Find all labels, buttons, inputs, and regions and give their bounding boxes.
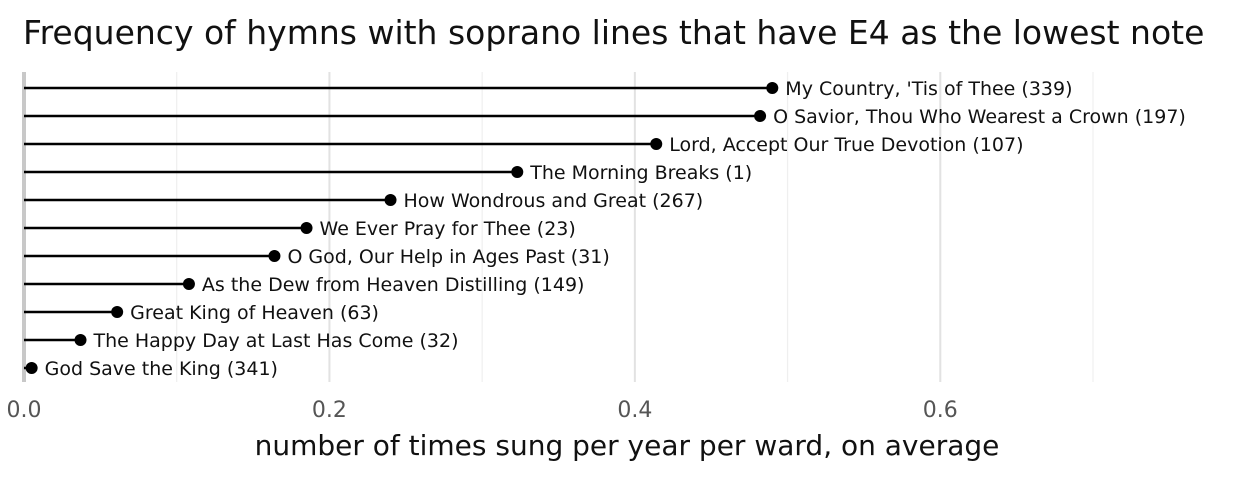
lollipop-item: God Save the King (341) [24,358,278,380]
lollipop-item: We Ever Pray for Thee (23) [24,218,576,240]
x-axis-label: number of times sung per year per ward, … [255,429,1000,462]
lollipop-item: O God, Our Help in Ages Past (31) [24,246,610,268]
lollipop-item: How Wondrous and Great (267) [24,190,703,212]
point-label: The Happy Day at Last Has Come (32) [93,330,459,352]
marks-layer: My Country, 'Tis of Thee (339) O Savior, … [24,78,1186,380]
lollipop-point [384,194,397,206]
point-label: O Savior, Thou Who Wearest a Crown (197) [773,106,1186,128]
point-label: God Save the King (341) [45,358,278,380]
x-tick-label: 0.6 [923,398,958,423]
point-label: My Country, 'Tis of Thee (339) [785,78,1072,100]
point-label: As the Dew from Heaven Distilling (149) [202,274,585,296]
lollipop-point [74,334,87,346]
x-tick-label: 0.2 [312,398,347,423]
lollipop-point [182,278,195,290]
lollipop-point [300,222,313,234]
lollipop-item: My Country, 'Tis of Thee (339) [24,78,1073,100]
x-tick-label: 0.4 [617,398,652,423]
point-label: We Ever Pray for Thee (23) [320,218,576,240]
lollipop-item: The Happy Day at Last Has Come (32) [24,330,459,352]
lollipop-item: Lord, Accept Our True Devotion (107) [24,134,1023,156]
chart-title: Frequency of hymns with soprano lines th… [23,13,1204,52]
lollipop-point [268,250,281,262]
lollipop-point [511,166,524,178]
point-label: Lord, Accept Our True Devotion (107) [669,134,1023,156]
point-label: The Morning Breaks (1) [529,162,752,184]
lollipop-point [650,138,663,150]
lollipop-item: The Morning Breaks (1) [24,162,752,184]
lollipop-point [111,306,124,318]
point-label: Great King of Heaven (63) [130,302,379,324]
x-axis-ticks: 0.0 0.2 0.4 0.6 [7,398,958,423]
lollipop-item: As the Dew from Heaven Distilling (149) [24,274,584,296]
lollipop-item: Great King of Heaven (63) [24,302,379,324]
point-label: O God, Our Help in Ages Past (31) [287,246,609,268]
lollipop-point [766,82,779,94]
lollipop-item: O Savior, Thou Who Wearest a Crown (197) [24,106,1186,128]
point-label: How Wondrous and Great (267) [404,190,704,212]
lollipop-point [754,110,767,122]
lollipop-point [25,362,38,374]
x-tick-label: 0.0 [7,398,42,423]
